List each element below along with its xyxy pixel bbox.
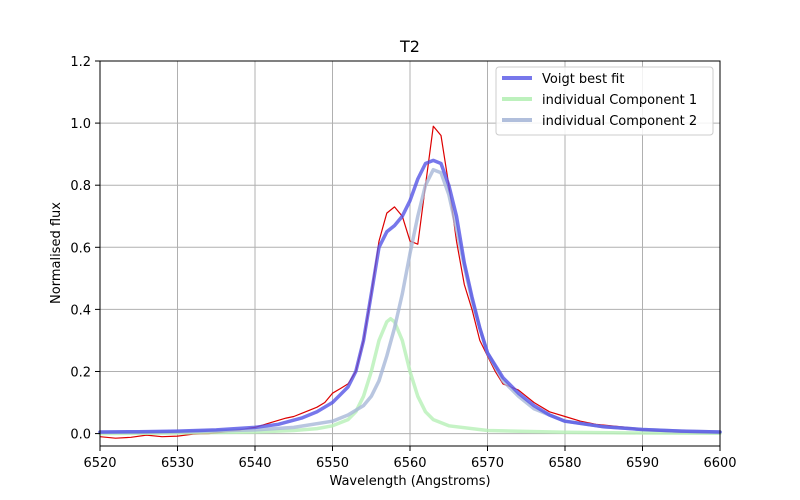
y-tick-label: 0.8 <box>70 179 91 194</box>
x-tick-label: 6530 <box>161 456 194 471</box>
y-tick-label: 1.0 <box>70 117 91 132</box>
x-tick-label: 6560 <box>393 456 426 471</box>
x-tick-label: 6580 <box>548 456 581 471</box>
x-tick-label: 6550 <box>316 456 349 471</box>
y-tick-label: 0.0 <box>70 428 91 443</box>
y-tick-label: 0.6 <box>70 241 91 256</box>
series-layer <box>98 125 722 439</box>
x-tick-label: 6570 <box>471 456 504 471</box>
legend-label-component-1: individual Component 1 <box>542 93 697 108</box>
legend-label-voigt: Voigt best fit <box>542 72 624 87</box>
y-axis: 0.0 0.2 0.4 0.6 0.8 1.0 1.2 <box>70 55 100 443</box>
legend-label-component-2: individual Component 2 <box>542 114 697 129</box>
x-tick-label: 6600 <box>703 456 736 471</box>
chart-title: T2 <box>399 37 420 56</box>
x-axis-label: Wavelength (Angstroms) <box>329 474 490 489</box>
component-1-line <box>98 316 722 436</box>
y-tick-label: 1.2 <box>70 55 91 70</box>
component-2-line <box>98 167 722 435</box>
x-tick-label: 6520 <box>83 456 116 471</box>
y-tick-label: 0.2 <box>70 365 91 380</box>
x-tick-label: 6590 <box>626 456 659 471</box>
legend: Voigt best fit individual Component 1 in… <box>495 66 714 136</box>
y-tick-label: 0.4 <box>70 303 91 318</box>
y-axis-label: Normalised flux <box>49 202 64 304</box>
legend-box <box>495 66 714 136</box>
x-axis: 6520 6530 6540 6550 6560 6570 6580 6590 6600 <box>83 446 737 471</box>
voigt-best-fit-line <box>98 158 722 434</box>
x-tick-label: 6540 <box>238 456 271 471</box>
